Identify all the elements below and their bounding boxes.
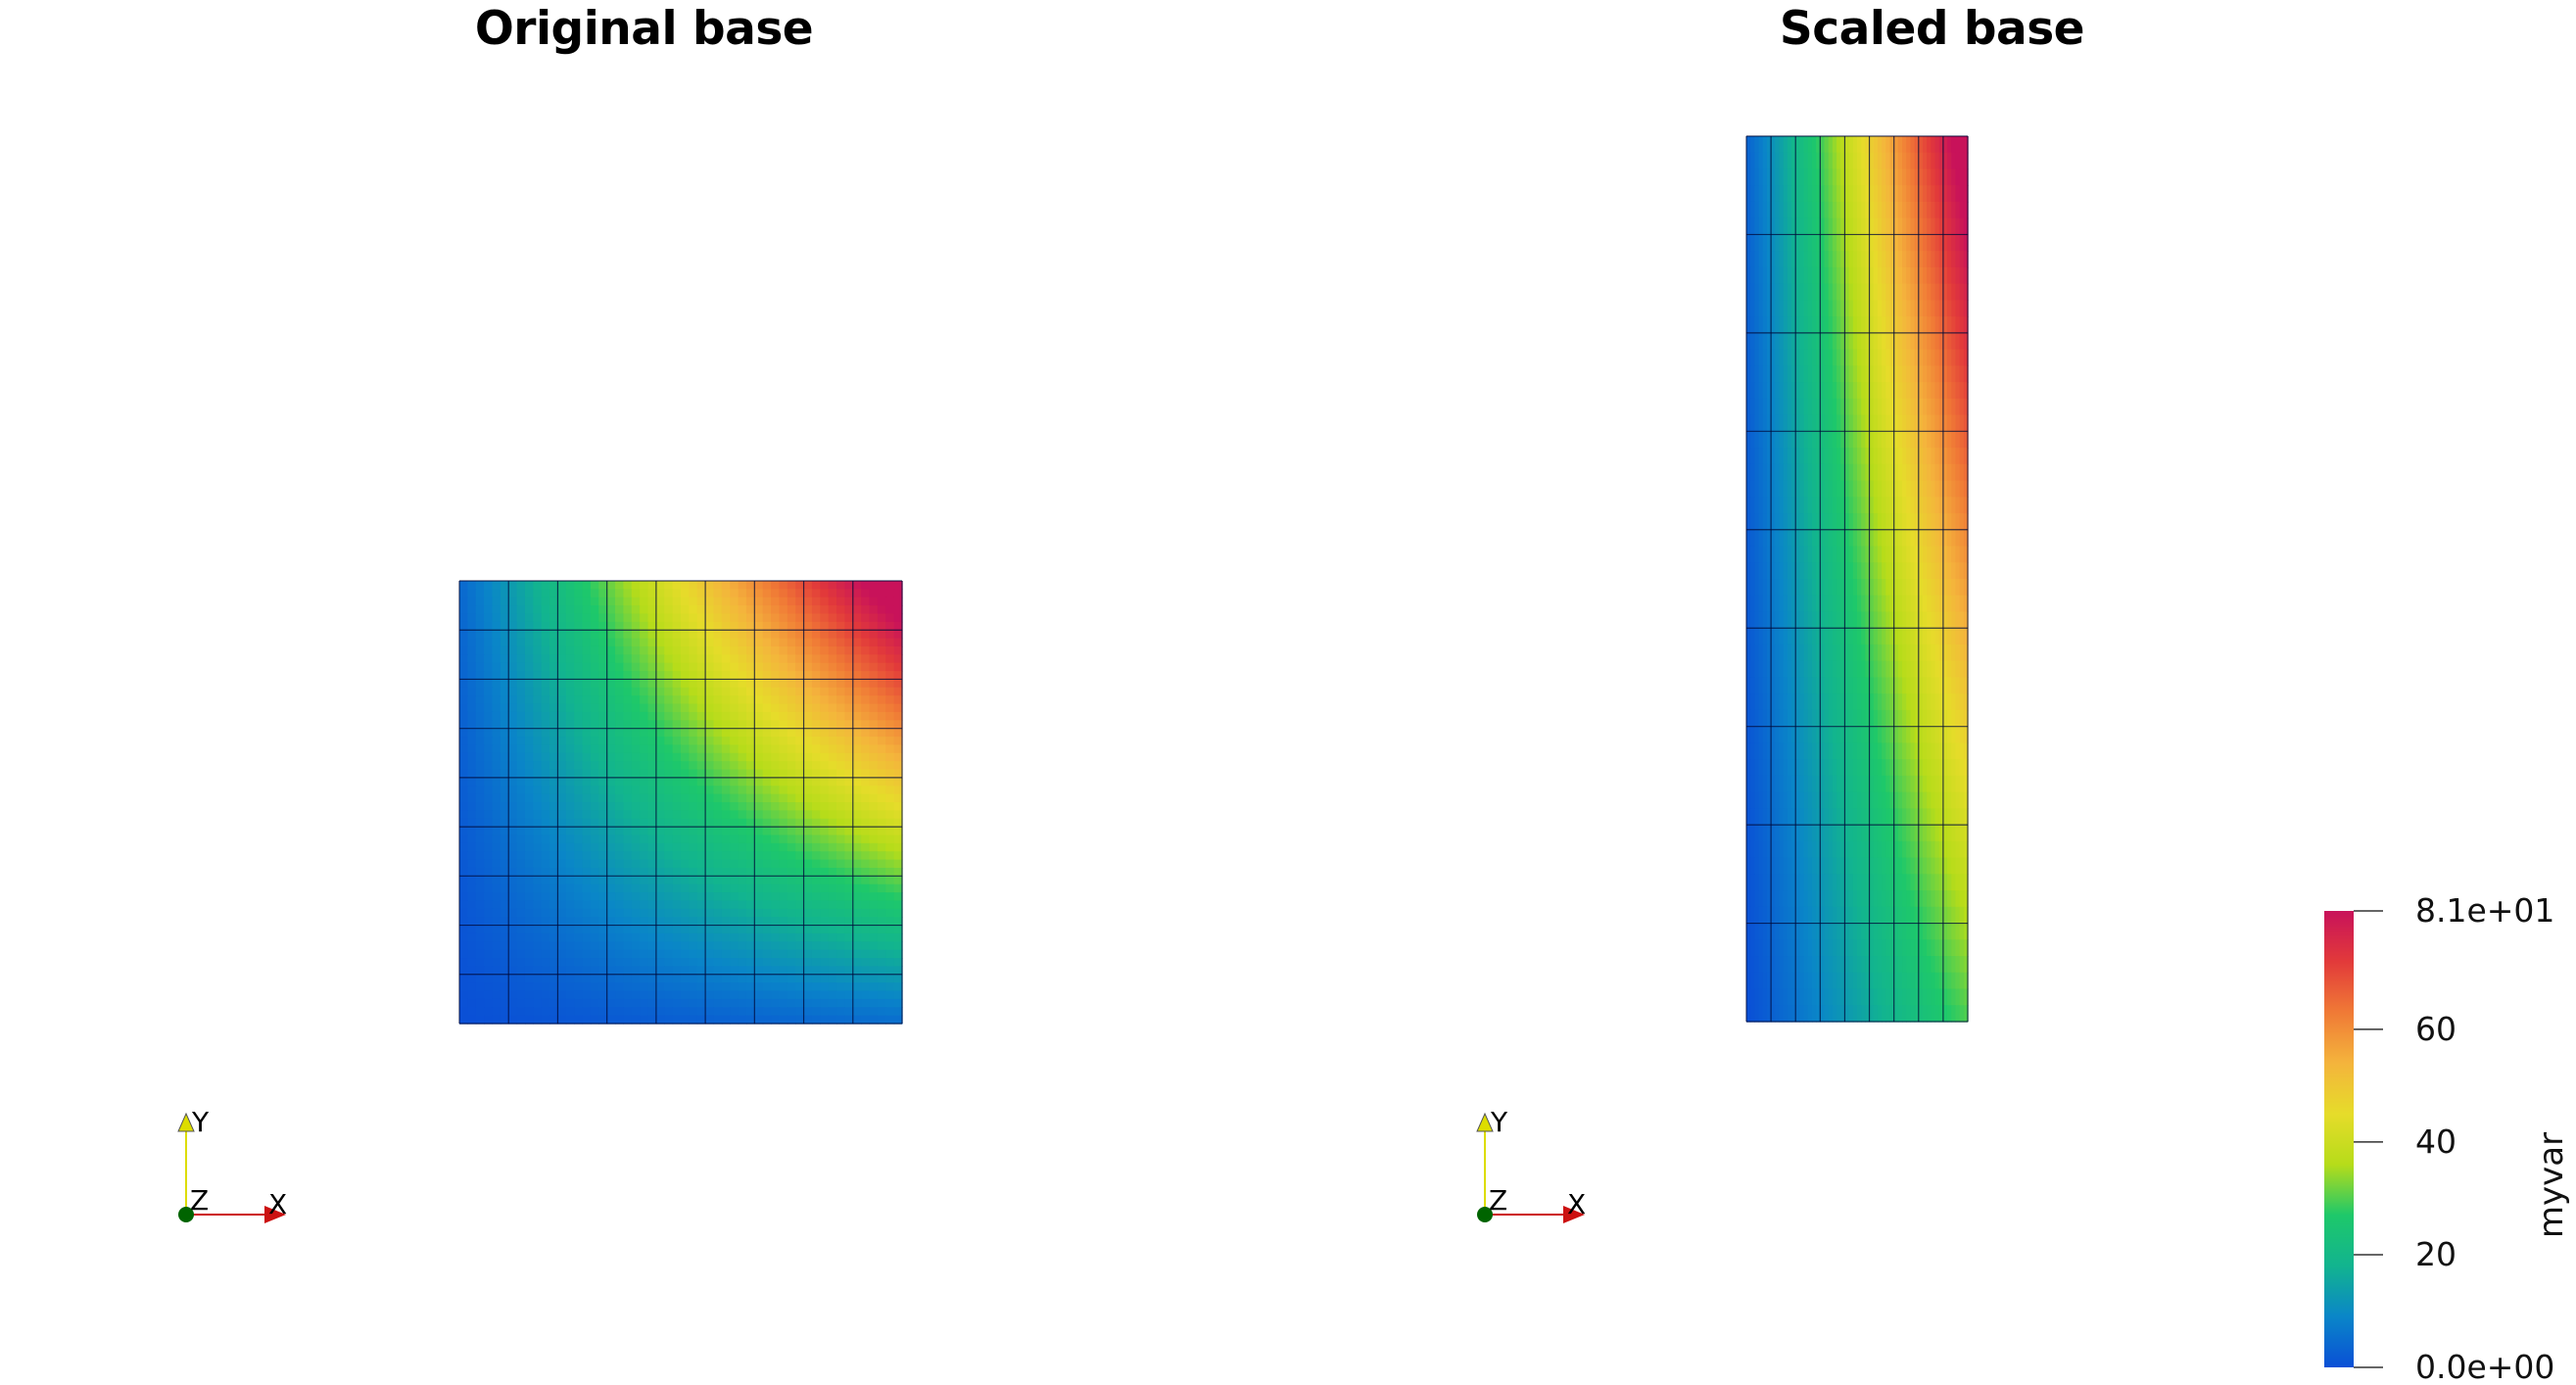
mesh-fill	[459, 581, 903, 1025]
mesh-original-base	[458, 580, 903, 1025]
x-axis-arrow-icon	[264, 1206, 286, 1223]
colorbar-title: myvar	[2532, 1132, 2571, 1238]
colorbar-gradient	[2324, 911, 2354, 1367]
orientation-axes-scaled: Y X Z	[1476, 1106, 1586, 1223]
render-view-original[interactable]: Original base Y X Z	[0, 0, 1288, 1385]
scalar-colorbar: 8.1e+01 60 40 20 0.0e+00 myvar	[2324, 891, 2571, 1385]
z-axis-label: Z	[190, 1184, 209, 1217]
y-axis-arrow-icon	[177, 1112, 195, 1132]
y-axis-label: Y	[191, 1106, 210, 1138]
view-title: Original base	[474, 2, 814, 56]
y-axis-arrow-icon	[1476, 1112, 1494, 1132]
z-axis-point-icon	[1477, 1207, 1493, 1222]
mesh-grid-lines	[458, 580, 903, 1025]
mesh-scaled-base	[1745, 135, 1969, 1023]
colorbar-tick-label: 60	[2415, 1010, 2457, 1048]
colorbar-tick-label: 8.1e+01	[2415, 891, 2554, 930]
x-axis-arrow-icon	[1563, 1206, 1585, 1223]
colorbar-tick-label: 20	[2415, 1235, 2457, 1273]
orientation-axes-original: Y X Z	[177, 1106, 287, 1223]
x-axis-label: X	[1567, 1188, 1586, 1220]
view-title: Scaled base	[1779, 2, 2085, 56]
colorbar-ticks: 8.1e+01 60 40 20 0.0e+00	[2354, 891, 2554, 1385]
z-axis-point-icon	[178, 1207, 194, 1222]
mesh-grid-lines	[1745, 135, 1969, 1023]
colorbar-tick-label: 40	[2415, 1122, 2457, 1161]
render-view-scaled[interactable]: Scaled base Y X Z	[1288, 0, 2576, 1385]
x-axis-label: X	[268, 1188, 287, 1220]
colorbar-tick-label: 0.0e+00	[2415, 1348, 2554, 1385]
y-axis-label: Y	[1490, 1106, 1508, 1138]
mesh-fill	[1746, 136, 1969, 1023]
z-axis-label: Z	[1489, 1184, 1507, 1217]
